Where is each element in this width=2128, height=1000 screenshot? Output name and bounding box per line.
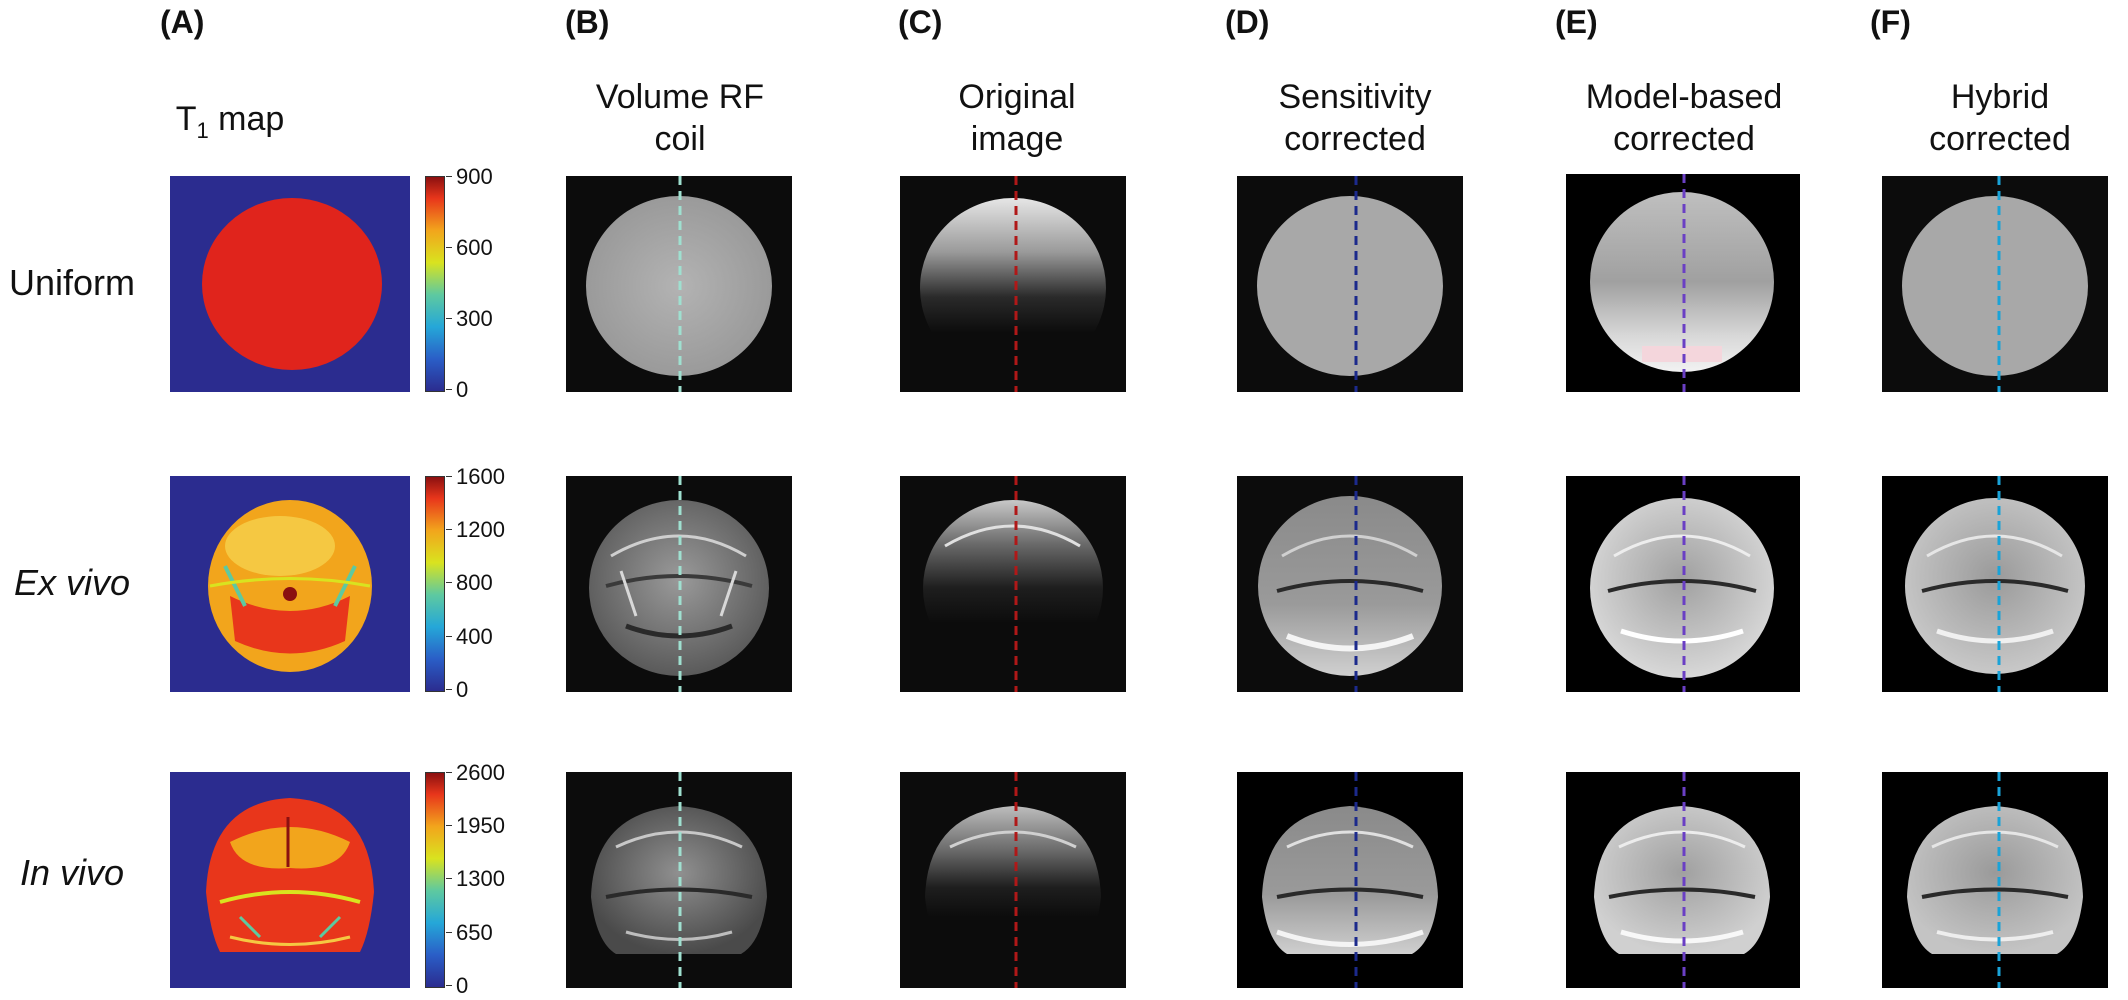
row-label-in-vivo: In vivo — [19, 852, 125, 893]
colorbar-tick: 2600 — [446, 760, 505, 785]
title-sensitivity-corrected: Sensitivity corrected — [1278, 78, 1432, 158]
title-original-image: Original image — [958, 78, 1076, 158]
colorbar-tick: 650 — [446, 920, 493, 945]
colorbar-uniform — [425, 176, 445, 392]
hybrid-corrected-in-vivo — [1882, 772, 2108, 988]
sensitivity-corrected-ex-vivo — [1237, 476, 1463, 692]
panel-letter-b: (B) — [565, 4, 610, 40]
hybrid-corrected-ex-vivo — [1882, 476, 2108, 692]
model-based-corrected-uniform — [1566, 174, 1800, 392]
t1-map-in-vivo — [170, 772, 410, 988]
colorbar-tick: 300 — [446, 306, 493, 331]
title-model-based-corrected: Model-based corrected — [1585, 78, 1783, 158]
colorbar-tick: 0 — [445, 973, 469, 998]
colorbar-tick: 1200 — [446, 517, 505, 542]
colorbar-tick: 1950 — [446, 813, 505, 838]
hybrid-corrected-uniform — [1882, 176, 2108, 392]
colorbar-tick: 900 — [446, 164, 493, 189]
original-image-in-vivo — [900, 772, 1126, 988]
row-label-uniform: Uniform — [8, 262, 136, 303]
colorbar-tick: 0 — [445, 377, 469, 402]
model-based-corrected-ex-vivo — [1566, 476, 1800, 692]
panel-letter-e: (E) — [1555, 4, 1598, 40]
model-based-corrected-in-vivo — [1566, 772, 1800, 988]
original-image-ex-vivo — [900, 476, 1126, 692]
panel-letter-c: (C) — [898, 4, 943, 40]
colorbar-tick: 0 — [445, 677, 469, 702]
title-hybrid-corrected: Hybrid corrected — [1929, 78, 2071, 158]
row-label-ex-vivo: Ex vivo — [13, 562, 131, 603]
title-t1-map: T1 map — [175, 100, 285, 143]
colorbar-tick: 600 — [446, 235, 493, 260]
colorbar-tick: 800 — [446, 570, 493, 595]
panel-letter-d: (D) — [1225, 4, 1270, 40]
colorbar-in-vivo — [425, 772, 445, 988]
title-volume-rf-coil: Volume RF coil — [595, 78, 765, 158]
volume-rf-coil-in-vivo — [566, 772, 792, 988]
sensitivity-corrected-in-vivo — [1237, 772, 1463, 988]
colorbar-tick: 1300 — [446, 866, 505, 891]
panel-letter-a: (A) — [160, 4, 205, 40]
colorbar-tick: 400 — [446, 624, 493, 649]
t1-map-ex-vivo — [170, 476, 410, 692]
panel-letter-f: (F) — [1870, 4, 1911, 40]
sensitivity-corrected-uniform — [1237, 176, 1463, 392]
t1-map-uniform — [170, 176, 410, 392]
colorbar-ex-vivo — [425, 476, 445, 692]
volume-rf-coil-ex-vivo — [566, 476, 792, 692]
colorbar-tick: 1600 — [446, 464, 505, 489]
volume-rf-coil-uniform — [566, 176, 792, 392]
original-image-uniform — [900, 176, 1126, 392]
